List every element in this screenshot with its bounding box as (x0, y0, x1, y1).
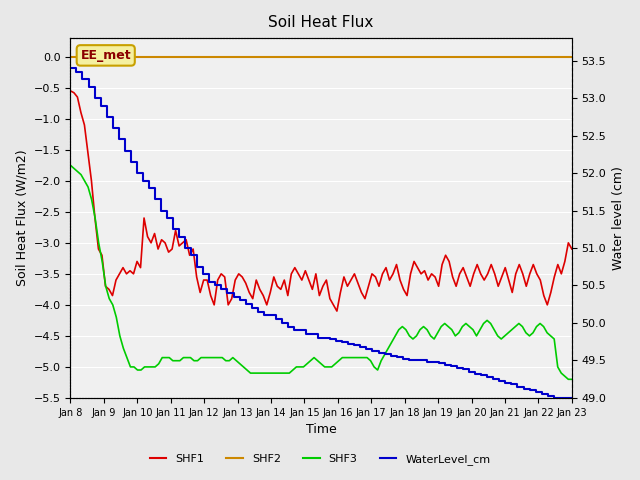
SHF3 (109, 302, 116, 308)
Text: EE_met: EE_met (81, 49, 131, 62)
Line: WaterLevel_cm: WaterLevel_cm (70, 68, 572, 398)
Y-axis label: Soil Heat Flux (W/m2): Soil Heat Flux (W/m2) (15, 150, 28, 287)
WaterLevel_cm (314, 335, 322, 341)
SHF1 (474, 262, 481, 267)
SHF3 (568, 376, 576, 382)
SHF1 (140, 215, 148, 221)
Title: Soil Heat Flux: Soil Heat Flux (268, 15, 374, 30)
SHF3 (236, 361, 244, 367)
WaterLevel_cm (471, 371, 479, 377)
Line: SHF3: SHF3 (70, 165, 572, 379)
SHF3 (84, 184, 92, 190)
SHF3 (271, 370, 279, 376)
SHF1 (67, 88, 74, 94)
SHF3 (67, 162, 74, 168)
WaterLevel_cm (568, 395, 576, 401)
WaterLevel_cm (97, 103, 104, 108)
X-axis label: Time: Time (306, 423, 337, 436)
WaterLevel_cm (447, 363, 455, 369)
SHF1 (481, 277, 488, 283)
WaterLevel_cm (290, 327, 298, 333)
SHF3 (289, 367, 297, 373)
WaterLevel_cm (550, 395, 557, 401)
SHF1 (333, 308, 340, 314)
SHF3 (564, 376, 572, 382)
SHF1 (568, 246, 576, 252)
SHF1 (428, 271, 435, 277)
Line: SHF1: SHF1 (70, 91, 572, 311)
WaterLevel_cm (67, 65, 74, 71)
SHF1 (102, 283, 109, 289)
Legend: SHF1, SHF2, SHF3, WaterLevel_cm: SHF1, SHF2, SHF3, WaterLevel_cm (145, 450, 495, 469)
Y-axis label: Water level (cm): Water level (cm) (612, 166, 625, 270)
SHF3 (197, 355, 205, 360)
WaterLevel_cm (72, 69, 80, 75)
SHF1 (221, 274, 228, 280)
